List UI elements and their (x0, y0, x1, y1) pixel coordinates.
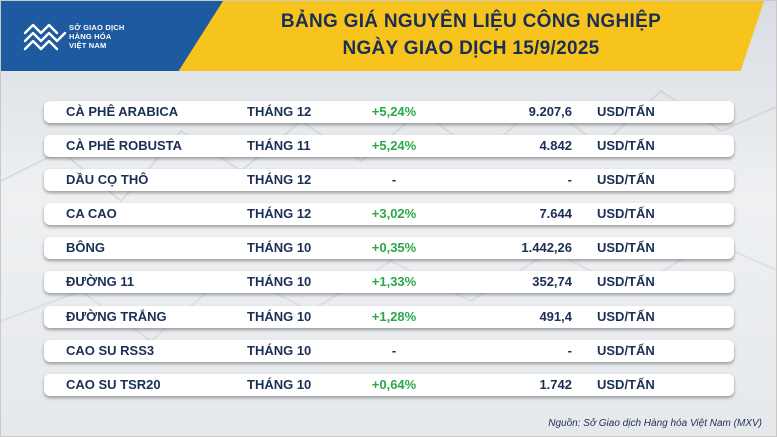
commodity-name: ĐƯỜNG TRẮNG (66, 308, 167, 324)
commodity-name: CÀ PHÊ ROBUSTA (66, 138, 183, 154)
contract-month: THÁNG 10 (247, 240, 312, 256)
price-value: 9.207,6 (528, 104, 572, 119)
commodity-name: DẦU CỌ THÔ (66, 172, 149, 188)
commodity-name: CAO SU RSS3 (66, 342, 155, 358)
commodity-name: BÔNG (66, 240, 105, 256)
table-row: CA CAO THÁNG 12 +3,02% 7.644 USD/TẤN (44, 203, 734, 226)
page-subtitle: NGÀY GIAO DỊCH 15/9/2025 (342, 38, 600, 59)
price-unit: USD/TẤN (597, 240, 655, 256)
logo-panel: SỞ GIAO DỊCH HÀNG HÓA VIỆT NAM (1, 1, 223, 71)
price-unit: USD/TẤN (597, 342, 655, 358)
logo-line-3: VIỆT NAM (69, 41, 107, 50)
page-title: BẢNG GIÁ NGUYÊN LIỆU CÔNG NGHIỆP (280, 11, 662, 32)
price-unit: USD/TẤN (597, 206, 655, 222)
table-row: ĐƯỜNG 11 THÁNG 10 +1,33% 352,74 USD/TẤN (44, 271, 734, 294)
title-banner (179, 1, 764, 71)
contract-month: THÁNG 12 (247, 206, 312, 222)
price-change: +5,24% (371, 104, 417, 119)
logo-text: SỞ GIAO DỊCH HÀNG HÓA VIỆT NAM (69, 23, 124, 50)
mxv-logo-icon (23, 23, 67, 51)
contract-month: THÁNG 10 (247, 308, 312, 324)
price-change: +0,35% (371, 240, 417, 256)
commodity-name: CA CAO (66, 206, 117, 222)
price-unit: USD/TẤN (597, 308, 655, 324)
contract-month: THÁNG 11 (247, 138, 311, 154)
price-unit: USD/TẤN (597, 172, 655, 188)
logo-line-1: SỞ GIAO DỊCH (69, 23, 125, 32)
price-value: 352,74 (532, 274, 572, 290)
price-change: +1,33% (371, 274, 417, 290)
price-value: 4.842 (539, 138, 572, 154)
price-value: 491,4 (539, 308, 572, 324)
price-value: - (567, 172, 572, 188)
price-value: 7.644 (539, 206, 572, 222)
logo-line-2: HÀNG HÓA (69, 32, 112, 41)
contract-month: THÁNG 10 (247, 342, 312, 358)
contract-month: THÁNG 12 (247, 104, 312, 119)
table-row: CÀ PHÊ ROBUSTA THÁNG 11 +5,24% 4.842 USD/TẤN (44, 135, 734, 158)
price-unit: USD/TẤN (597, 138, 655, 154)
table-row: CAO SU RSS3 THÁNG 10 - - USD/TẤN (44, 339, 734, 362)
table-row: BÔNG THÁNG 10 +0,35% 1.442,26 USD/TẤN (44, 237, 734, 260)
commodity-name: CAO SU TSR20 (66, 376, 161, 392)
price-value: - (567, 342, 572, 358)
price-change: +3,02% (371, 206, 417, 222)
price-value: 1.442,26 (521, 240, 572, 256)
contract-month: THÁNG 12 (247, 172, 312, 188)
source-note: Nguồn: Sở Giao dịch Hàng hóa Việt Nam (M… (548, 418, 762, 429)
commodity-name: ĐƯỜNG 11 (66, 274, 135, 290)
price-change: +1,28% (371, 308, 417, 324)
table-row: DẦU CỌ THÔ THÁNG 12 - - USD/TẤN (44, 169, 734, 192)
price-unit: USD/TẤN (597, 274, 655, 290)
table-row: ĐƯỜNG TRẮNG THÁNG 10 +1,28% 491,4 USD/TẤN (44, 305, 734, 328)
table-row: CAO SU TSR20 THÁNG 10 +0,64% 1.742 USD/TẤN (44, 373, 734, 396)
contract-month: THÁNG 10 (247, 376, 312, 392)
price-change: +5,24% (371, 138, 417, 154)
contract-month: THÁNG 10 (247, 274, 312, 290)
header-banner: SỞ GIAO DỊCH HÀNG HÓA VIỆT NAM BẢNG GIÁ … (1, 1, 776, 71)
price-change: - (391, 172, 397, 188)
price-change: +0,64% (371, 376, 417, 392)
price-table: CÀ PHÊ ARABICA THÁNG 12 +5,24% 9.207,6 USD/T… (44, 101, 734, 408)
commodity-name: CÀ PHÊ ARABICA (66, 104, 179, 119)
price-unit: USD/TẤN (597, 104, 655, 119)
price-unit: USD/TẤN (597, 376, 655, 392)
price-value: 1.742 (539, 376, 572, 392)
table-row: CÀ PHÊ ARABICA THÁNG 12 +5,24% 9.207,6 USD/T… (44, 101, 734, 123)
price-change: - (391, 342, 397, 358)
